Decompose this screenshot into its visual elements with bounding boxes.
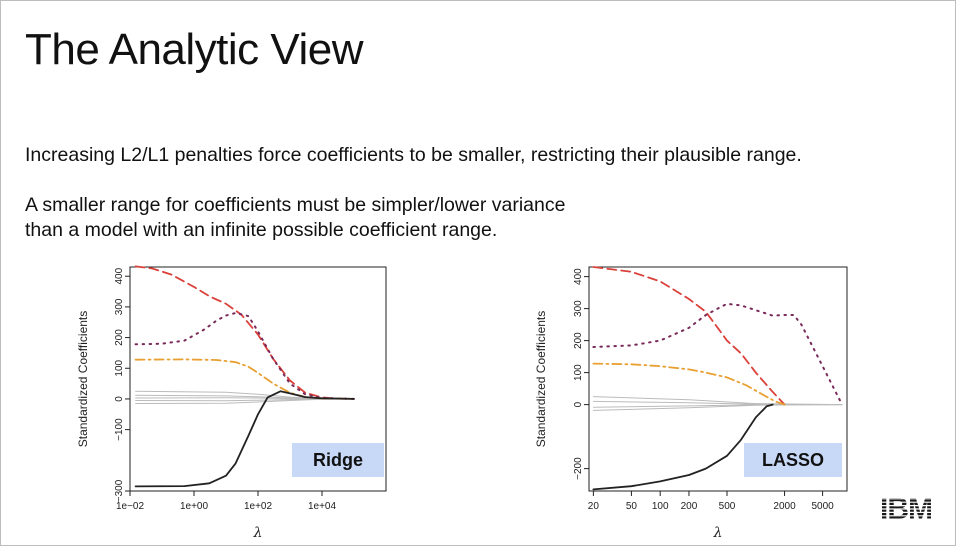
y-tick-label: −100 bbox=[114, 418, 125, 441]
ridge-chart-svg: −300 −100 0 100 200 300 400 1e−02 1e+00 1e+02 1e+0… bbox=[76, 265, 387, 541]
x-tick-label: 5000 bbox=[811, 501, 834, 512]
x-axis-label: λ bbox=[253, 525, 263, 541]
y-tick-label: 0 bbox=[573, 401, 584, 407]
series-line bbox=[135, 398, 355, 404]
body-line-1: Increasing L2/L1 penalties force coeffic… bbox=[25, 144, 802, 166]
x-tick-label: 20 bbox=[588, 501, 600, 512]
series-line bbox=[592, 266, 786, 406]
y-tick-label: 0 bbox=[114, 396, 125, 402]
chart-badge bbox=[292, 443, 384, 477]
x-tick-label: 1e−02 bbox=[116, 501, 145, 512]
x-tick-label: 2000 bbox=[773, 501, 796, 512]
series-line bbox=[135, 398, 355, 402]
y-tick-label: 400 bbox=[114, 267, 125, 284]
y-tick-label: 200 bbox=[114, 329, 125, 346]
y-tick-label: 300 bbox=[573, 300, 584, 317]
y-tick-label: 400 bbox=[573, 268, 584, 285]
ridge-chart: −300 −100 0 100 200 300 400 1e−02 1e+00 1e+02 1e+0… bbox=[76, 259, 407, 547]
y-tick-label: 300 bbox=[114, 298, 125, 315]
x-tick-label: 500 bbox=[719, 501, 736, 512]
y-tick-label: −300 bbox=[114, 479, 125, 502]
body-line-2: A smaller range for coefficients must be… bbox=[25, 194, 566, 216]
x-tick-label: 200 bbox=[681, 501, 698, 512]
chart-badge-label: LASSO bbox=[762, 450, 824, 470]
x-axis-label: λ bbox=[713, 525, 723, 541]
series-line bbox=[592, 396, 843, 406]
plot-frame bbox=[588, 266, 848, 492]
y-tick-label: −200 bbox=[573, 457, 584, 480]
ibm-logo: IBM bbox=[880, 495, 933, 521]
x-tick-label: 1e+02 bbox=[244, 501, 273, 512]
y-axis-label: Standardized Coefficients bbox=[534, 311, 548, 448]
x-tick-label: 50 bbox=[626, 501, 638, 512]
y-tick-label: 100 bbox=[573, 364, 584, 381]
lasso-chart: −200 0 100 200 300 400 20 50 100 200 500 2000 5000 St… bbox=[534, 259, 855, 547]
x-tick-label: 100 bbox=[652, 501, 669, 512]
body-line-3: than a model with an infinite possible c… bbox=[25, 219, 498, 241]
y-tick-label: 200 bbox=[573, 332, 584, 349]
series-line bbox=[592, 403, 774, 491]
x-tick-label: 1e+00 bbox=[180, 501, 209, 512]
svg-text:IBM: IBM bbox=[880, 495, 932, 521]
series-line bbox=[134, 312, 355, 400]
series-line bbox=[134, 265, 355, 400]
chart-badge bbox=[744, 443, 842, 477]
series-line bbox=[592, 302, 844, 406]
chart-badge-label: Ridge bbox=[313, 450, 363, 470]
series-line bbox=[592, 362, 786, 406]
y-axis-label: Standardized Coefficients bbox=[76, 311, 90, 448]
lasso-chart-svg: −200 0 100 200 300 400 20 50 100 200 500 2000 5000 St… bbox=[534, 266, 848, 541]
x-tick-label: 1e+04 bbox=[308, 501, 337, 512]
y-tick-label: 100 bbox=[114, 359, 125, 376]
series-line bbox=[134, 390, 355, 488]
slide-title: The Analytic View bbox=[25, 25, 363, 74]
